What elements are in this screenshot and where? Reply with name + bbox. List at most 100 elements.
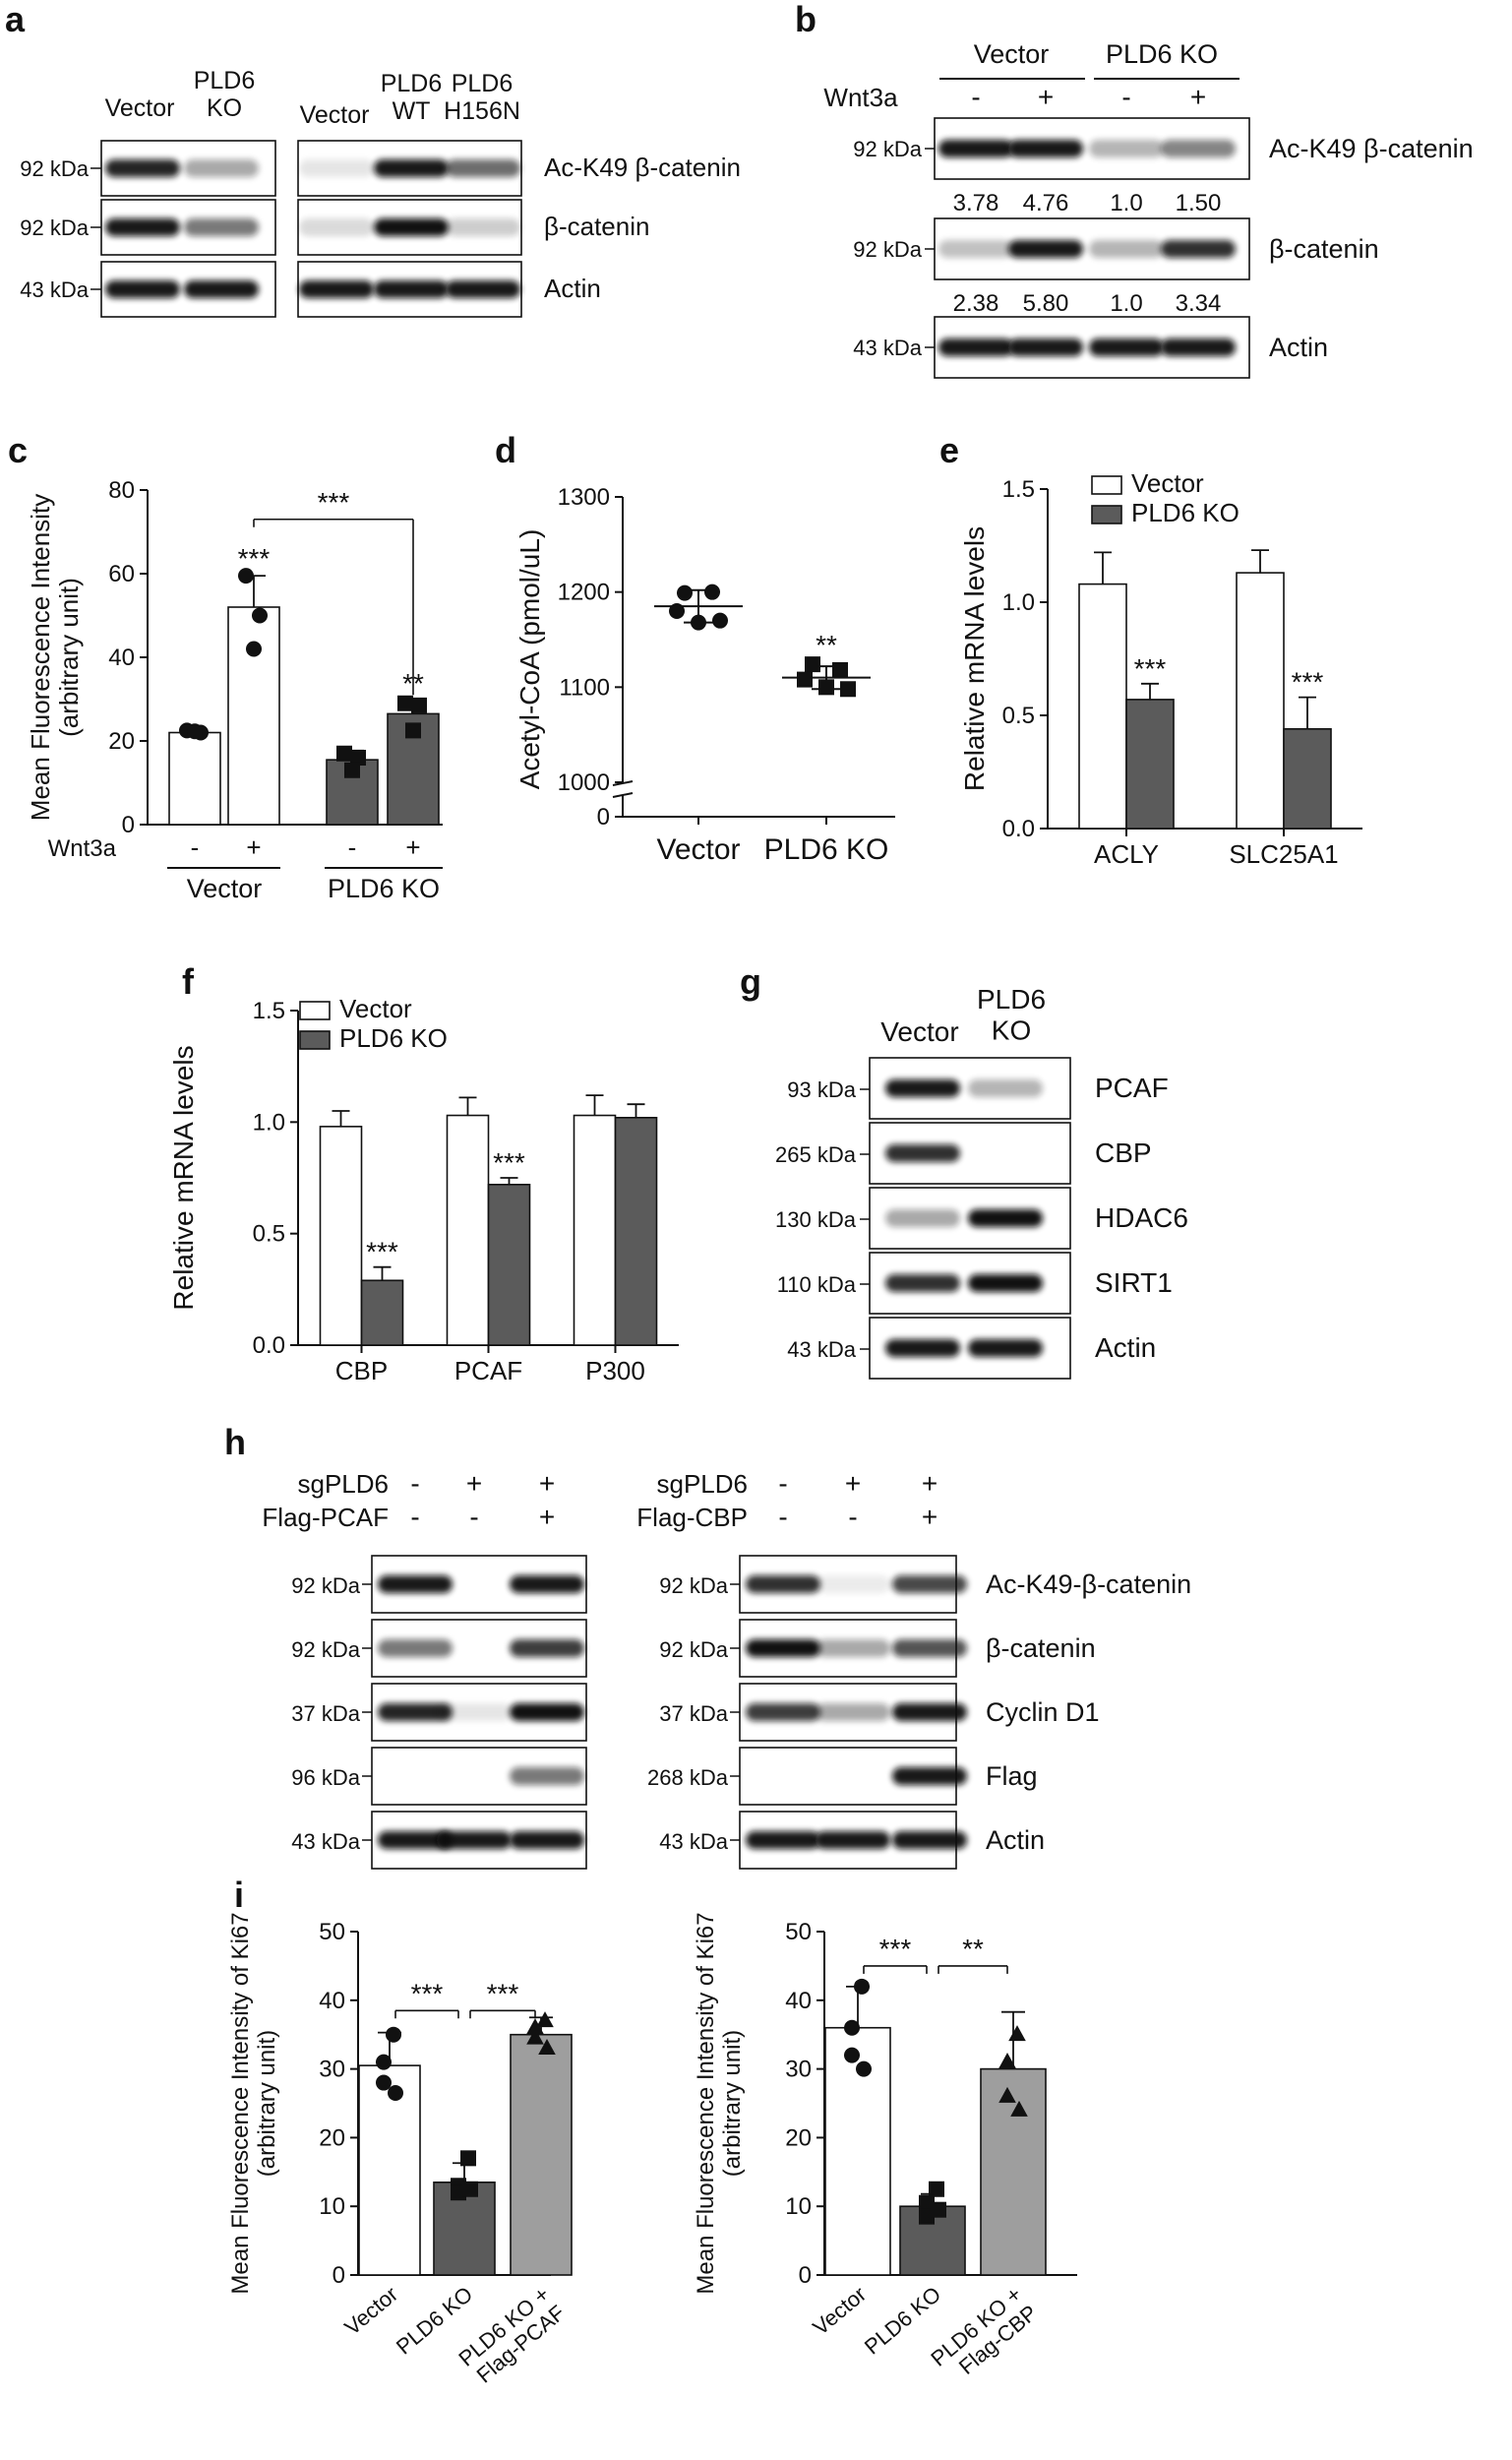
data-point (1008, 2025, 1026, 2042)
blot-h-band (378, 1831, 453, 1849)
data-point (844, 2047, 860, 2063)
quant-value: 3.34 (1176, 290, 1222, 317)
i2-y-tick-label: 20 (785, 2124, 812, 2151)
panel-letter: a (5, 0, 26, 39)
bar (360, 1279, 404, 1346)
blot-b-band (1161, 240, 1236, 258)
condition-mark: + (539, 1468, 555, 1499)
x-tick-label: PCAF (454, 1356, 522, 1385)
y-axis-label: Acetyl-CoA (pmol/uL) (514, 529, 545, 790)
blot-a-right-band (374, 218, 449, 236)
data-point (376, 2074, 392, 2091)
treatment-label-wnt3a: Wnt3a (48, 835, 117, 862)
data-point (411, 697, 427, 713)
blot-a-left-band (184, 280, 259, 298)
data-point (344, 762, 360, 778)
blot-h-band (816, 1831, 890, 1849)
mw-marker: 110 kDa (777, 1272, 857, 1297)
legend-swatch (1091, 475, 1122, 495)
mw-marker: 92 kDa (20, 215, 89, 240)
condition-mark: + (922, 1468, 937, 1499)
i2-y-tick-label: 0 (799, 2262, 812, 2289)
bar (358, 2064, 421, 2276)
chart-d: 1000 1100 1200 1300 0 Acetyl-CoA (pmol/uL) Vec… (514, 484, 895, 866)
condition-mark: - (410, 1468, 419, 1499)
treatment-mark: + (1190, 82, 1206, 112)
i2-y-tick-label: 40 (785, 1988, 812, 2014)
quant-value: 1.0 (1110, 190, 1142, 216)
blot-h-band (378, 1703, 453, 1721)
blot-label: SIRT1 (1095, 1267, 1173, 1298)
mw-marker: 43 kDa (659, 1829, 728, 1854)
axis-break-mark (612, 780, 634, 786)
data-point (712, 612, 728, 629)
chart-c: 0 20 40 60 80 Mean Fluorescence Intensity(arb… (26, 477, 443, 903)
i1-y-tick-label: 10 (319, 2193, 345, 2220)
blot-g-band (968, 1209, 1043, 1227)
data-point (405, 722, 421, 739)
e-y-tick-label: 1.0 (1002, 589, 1035, 616)
data-point (238, 568, 254, 584)
blot-label: Actin (544, 274, 601, 303)
x-tick-label: P300 (585, 1356, 645, 1385)
blot-a-right-band (299, 280, 374, 298)
f-y-tick-label: 1.5 (253, 998, 285, 1024)
blot-label: HDAC6 (1095, 1202, 1188, 1233)
y-axis-label: Mean Fluorescence Intensity of Ki67(arbi… (227, 1912, 280, 2294)
condition-mark: - (778, 1468, 787, 1499)
blot-b-band (1008, 338, 1083, 356)
x-tick-label: ACLY (1094, 839, 1159, 869)
blot-b-band (1008, 240, 1083, 258)
blot-h-band (437, 1831, 512, 1849)
c-y-tick-label: 40 (108, 645, 135, 671)
data-point (336, 745, 352, 762)
legend-label: Vector (339, 994, 412, 1023)
bar (168, 731, 221, 826)
chart-f: 0.0 0.5 1.0 1.5 Relative mRNA levels CBP *** PC… (168, 994, 679, 1385)
significance-label: *** (493, 1147, 525, 1178)
panel-letter: i (234, 1875, 244, 1915)
d-y-tick-label: 1200 (558, 580, 610, 606)
f-y-tick-label: 1.0 (253, 1109, 285, 1136)
quant-value: 5.80 (1023, 290, 1069, 317)
blot-label: Actin (1095, 1332, 1156, 1363)
blot-a-left-band (184, 159, 259, 177)
data-point (526, 2018, 544, 2035)
i2-y-tick-label: 30 (785, 2057, 812, 2083)
blot-g-band (885, 1274, 960, 1292)
blot-h-band (746, 1703, 820, 1721)
data-point (386, 2026, 401, 2043)
blot-label: Flag (986, 1761, 1038, 1791)
significance-label: *** (1292, 667, 1324, 698)
blot-label: CBP (1095, 1138, 1152, 1168)
blot-a-right-band (299, 218, 374, 236)
i1-y-tick-label: 30 (319, 2057, 345, 2083)
condition-mark: + (922, 1502, 937, 1532)
mw-marker: 130 kDa (775, 1207, 857, 1232)
f-y-tick-label: 0.5 (253, 1221, 285, 1248)
c-y-tick-label: 20 (108, 728, 135, 755)
bar (319, 1126, 363, 1346)
condition-label: sgPLD6 (657, 1469, 749, 1499)
mw-marker: 92 kDa (659, 1573, 728, 1598)
blot-h-band (510, 1639, 584, 1657)
blot-label: Ac-K49 β-catenin (544, 153, 741, 182)
bar (1283, 727, 1332, 830)
y-axis-label: Relative mRNA levels (959, 526, 990, 791)
significance-label: *** (238, 543, 271, 574)
data-point (797, 671, 813, 688)
significance-label: *** (487, 1978, 519, 2008)
data-point (462, 2181, 478, 2197)
chart-e: 0.0 0.5 1.0 1.5 Relative mRNA levels ACLY *** S… (959, 468, 1362, 869)
lane-label-pld6-wt: PLD6 WT (381, 70, 443, 125)
blot-b-band (1008, 140, 1083, 157)
mw-marker: 37 kDa (291, 1701, 360, 1726)
blot-g-band (968, 1079, 1043, 1097)
mw-marker: 92 kDa (291, 1573, 360, 1598)
panel-letter: g (740, 961, 761, 1002)
e-y-tick-label: 1.5 (1002, 476, 1035, 503)
lane-label-pld6-ko: PLD6 KO (194, 67, 256, 122)
d-y-tick-label: 1300 (558, 484, 610, 511)
blot-label: PCAF (1095, 1073, 1169, 1103)
blot-a-left-band (184, 218, 259, 236)
